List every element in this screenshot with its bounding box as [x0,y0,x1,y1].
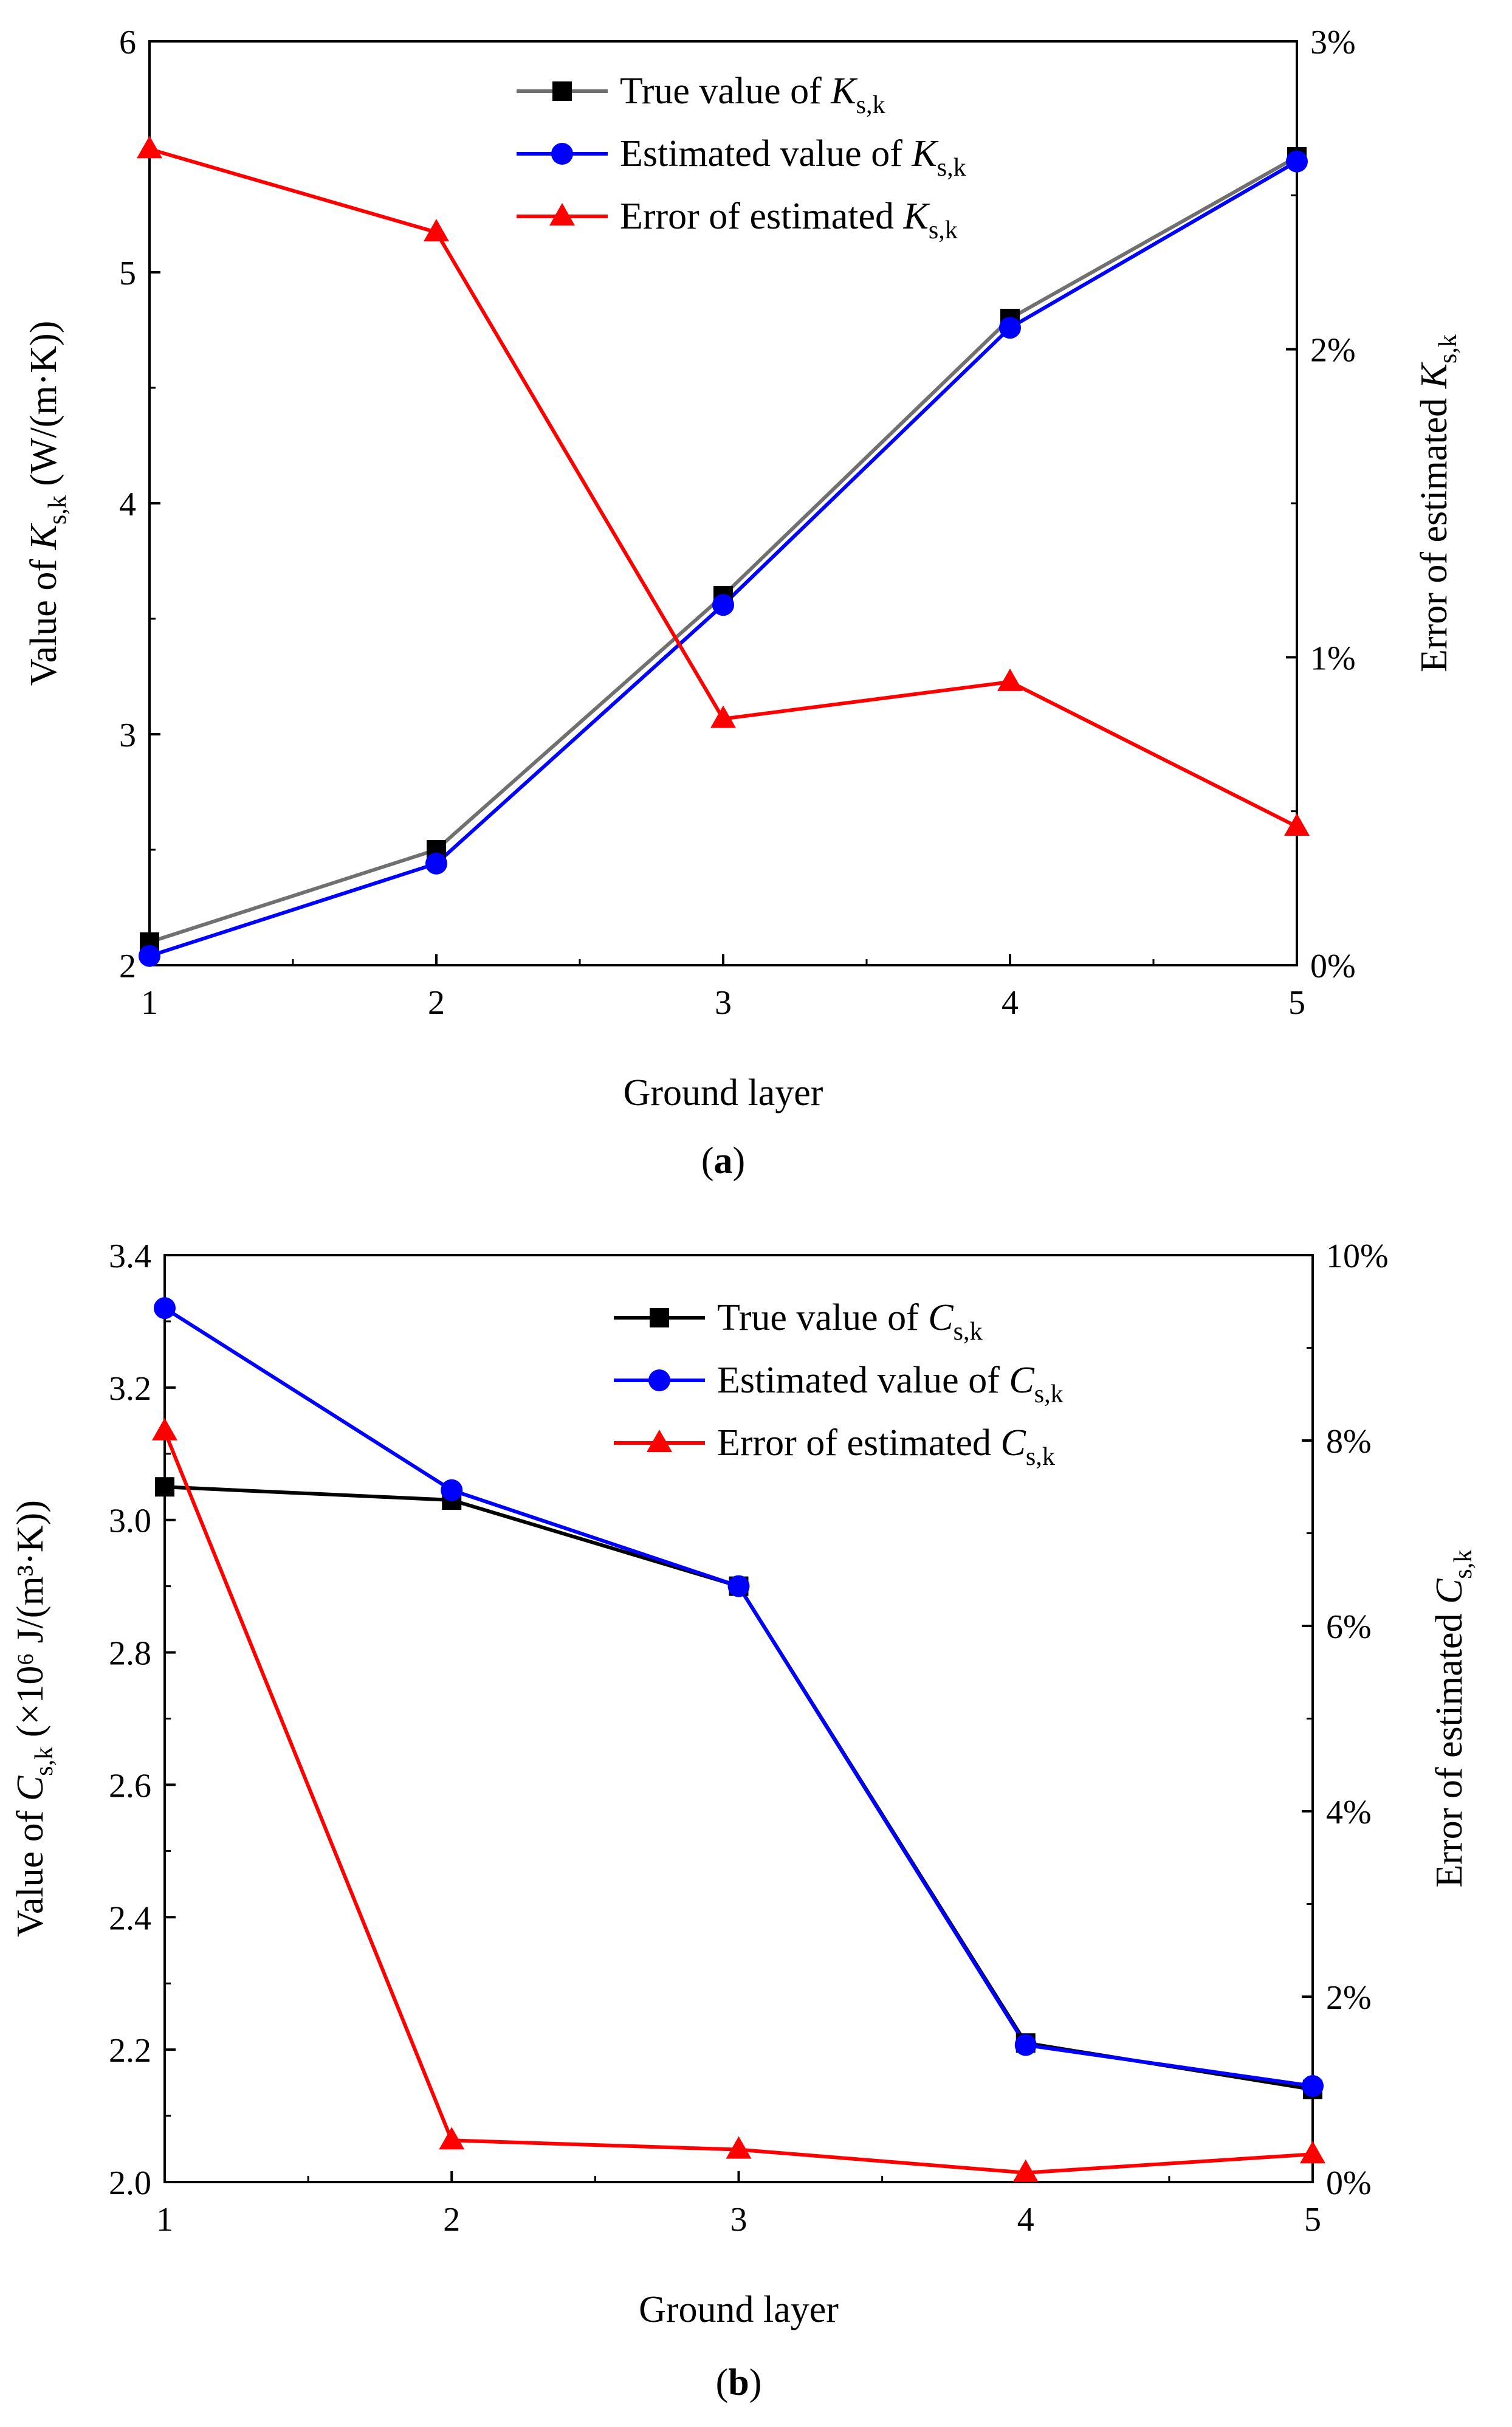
legend-marker-0 [552,81,572,101]
y2-tick-label: 0% [1326,2164,1372,2202]
data-point-1-2 [727,1575,750,1597]
data-point-2-3 [1012,2159,1039,2182]
data-point-2-1 [424,219,449,242]
data-point-1-4 [1286,150,1308,173]
legend-marker-1 [648,1369,670,1391]
y-tick-label: 6 [119,24,136,61]
y-axis-title: Value of Cs,k (×10⁶ J/(m³·K)) [10,1500,58,1937]
legend-marker-1 [551,143,573,165]
legend-label-0: True value of Ks,k [620,71,886,119]
data-point-2-0 [137,136,162,159]
y2-tick-label: 6% [1326,1608,1372,1646]
y2-tick-label: 3% [1310,24,1356,61]
data-point-1-0 [139,945,160,967]
data-point-0-0 [155,1477,174,1497]
data-point-2-2 [710,705,736,728]
data-point-1-2 [712,594,734,616]
x-tick-label: 3 [730,2201,747,2239]
panel-label: (b) [716,2362,762,2403]
data-point-1-3 [999,317,1021,339]
data-point-2-4 [1284,813,1310,836]
data-point-2-2 [726,2136,752,2159]
y-tick-label: 3.0 [109,1503,151,1540]
y-tick-label: 2.4 [109,1899,151,1937]
panel-label: (a) [701,1140,745,1182]
y2-axis-title: Error of estimated Cs,k [1429,1549,1477,1888]
legend-label-1: Estimated value of Cs,k [717,1360,1064,1408]
data-point-1-1 [425,852,447,875]
y2-tick-label: 0% [1310,948,1356,985]
data-point-1-4 [1302,2075,1324,2098]
legend-label-1: Estimated value of Ks,k [620,133,967,182]
data-point-1-3 [1014,2034,1037,2056]
x-axis-title: Ground layer [639,2289,839,2330]
x-tick-label: 5 [1288,984,1305,1022]
legend-label-0: True value of Cs,k [717,1297,983,1346]
x-tick-label: 4 [1017,2201,1034,2239]
y2-tick-label: 2% [1310,332,1356,370]
y-tick-label: 2.0 [109,2164,151,2202]
panel-b: 1 2 3 4 5 2.0 2.2 2.4 2.6 2.8 3.0 3.2 3.4 0% 2% 4% 6% 8% 1… [10,1238,1477,2403]
y-tick-label: 2.2 [109,2032,151,2070]
data-point-2-1 [439,2127,465,2150]
y2-tick-label: 8% [1326,1423,1372,1461]
x-tick-label: 1 [141,984,158,1022]
legend-marker-2 [647,1430,672,1452]
x-tick-label: 2 [428,984,445,1022]
y-tick-label: 3.2 [109,1370,151,1408]
y2-tick-label: 4% [1326,1794,1372,1831]
x-tick-label: 3 [715,984,732,1022]
legend-marker-2 [549,203,575,225]
legend-marker-0 [650,1308,669,1327]
data-point-1-0 [154,1297,176,1320]
y2-axis-title: Error of estimated Ks,k [1414,334,1462,672]
y-tick-label: 2.8 [109,1635,151,1673]
x-tick-label: 5 [1304,2201,1321,2239]
y-tick-label: 3 [119,717,136,754]
data-point-2-4 [1300,2141,1325,2164]
y-tick-label: 4 [119,486,136,523]
y-tick-label: 2.6 [109,1767,151,1805]
legend-label-2: Error of estimated Cs,k [717,1422,1056,1471]
y-axis-title: Value of Ks,k (W/(m·K)) [23,321,72,686]
data-point-2-0 [152,1417,177,1441]
y2-tick-label: 2% [1326,1979,1372,2017]
y2-tick-label: 10% [1326,1238,1389,1275]
x-tick-label: 1 [156,2201,173,2239]
y2-tick-label: 1% [1310,639,1356,677]
x-tick-label: 4 [1002,984,1019,1022]
x-axis-title: Ground layer [624,1072,823,1114]
x-tick-label: 2 [443,2201,460,2239]
data-point-2-3 [997,668,1023,691]
y-tick-label: 5 [119,255,136,292]
legend-label-2: Error of estimated Ks,k [620,196,958,244]
y-tick-label: 2 [119,948,136,985]
data-point-1-1 [441,1479,463,1501]
y-tick-label: 3.4 [109,1238,151,1275]
